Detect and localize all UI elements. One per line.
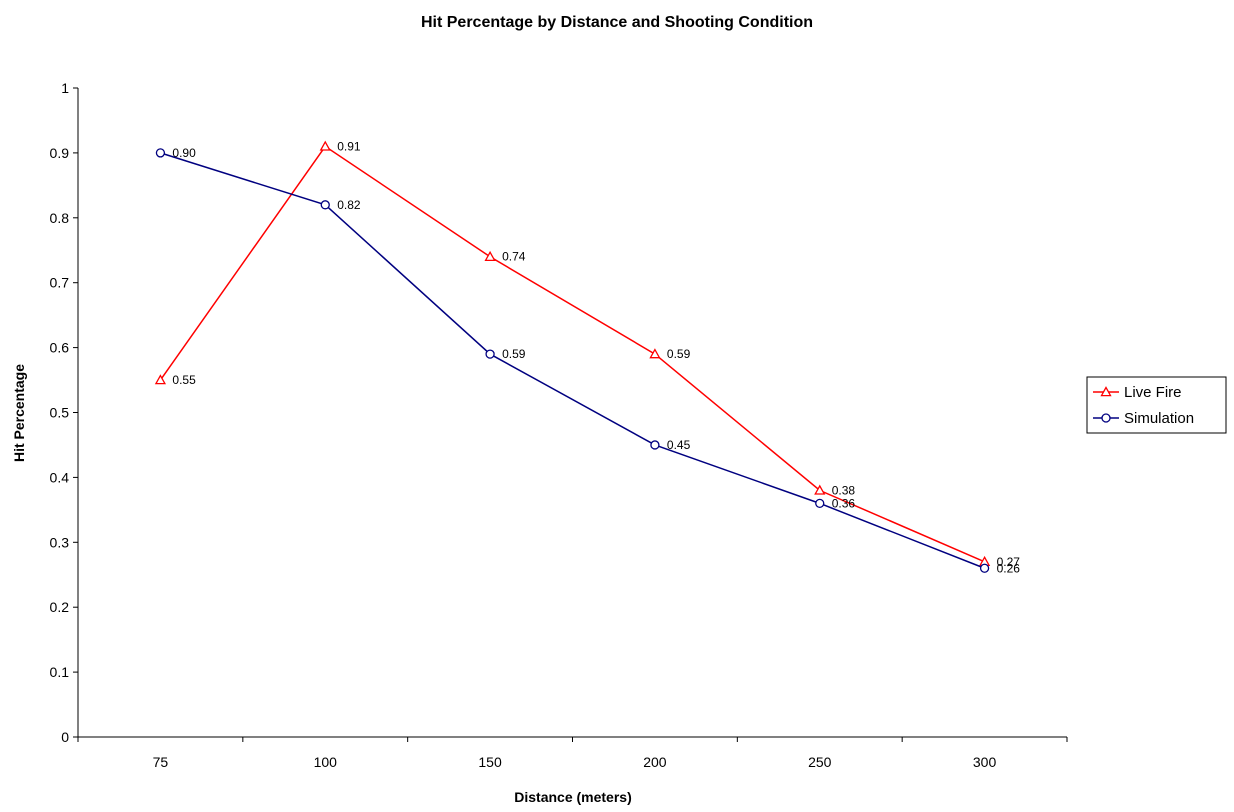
y-tick-label: 0.2 bbox=[50, 599, 70, 615]
x-axis-title: Distance (meters) bbox=[514, 789, 632, 805]
data-point-live-fire bbox=[649, 348, 661, 359]
legend-label-simulation: Simulation bbox=[1124, 410, 1194, 427]
data-point-simulation bbox=[650, 440, 660, 450]
data-label-simulation: 0.82 bbox=[337, 198, 361, 212]
legend-marker-simulation bbox=[1101, 413, 1111, 423]
data-label-live-fire: 0.74 bbox=[502, 250, 526, 264]
data-point-simulation bbox=[485, 349, 495, 359]
data-label-live-fire: 0.55 bbox=[172, 373, 196, 387]
legend-item-live-fire: Live Fire bbox=[1093, 384, 1182, 401]
y-tick-label: 0.5 bbox=[50, 405, 70, 421]
y-tick-label: 0.9 bbox=[50, 145, 70, 161]
y-tick-label: 1 bbox=[61, 80, 69, 96]
data-point-live-fire bbox=[319, 140, 331, 151]
data-label-live-fire: 0.27 bbox=[997, 555, 1021, 569]
x-tick-label: 150 bbox=[478, 754, 502, 770]
data-label-simulation: 0.90 bbox=[172, 146, 196, 160]
data-point-simulation bbox=[155, 148, 166, 158]
data-point-simulation bbox=[320, 200, 330, 210]
series-live-fire: 0.55 0.91 0.74 0.59 0.38 0.27 bbox=[154, 139, 1021, 569]
series-line-live-fire bbox=[159, 145, 985, 563]
data-point-live-fire bbox=[814, 484, 826, 495]
legend-item-simulation: Simulation bbox=[1093, 410, 1194, 427]
series-simulation: 0.90 0.82 0.59 0.45 0.36 0.26 bbox=[155, 146, 1021, 575]
y-tick-label: 0 bbox=[61, 729, 69, 745]
x-tick-label: 200 bbox=[643, 754, 667, 770]
x-tick-label: 75 bbox=[153, 754, 169, 770]
data-label-simulation: 0.45 bbox=[667, 438, 691, 452]
legend: Live Fire Simulation bbox=[1086, 376, 1227, 434]
data-point-live-fire bbox=[154, 374, 167, 385]
y-axis-title: Hit Percentage bbox=[11, 364, 27, 462]
data-label-live-fire: 0.59 bbox=[667, 347, 691, 361]
data-point-simulation bbox=[815, 498, 825, 509]
legend-box bbox=[1086, 376, 1227, 434]
y-tick-label: 0.6 bbox=[50, 340, 70, 356]
x-tick-label: 100 bbox=[314, 754, 338, 770]
data-point-simulation bbox=[979, 563, 990, 573]
data-label-simulation: 0.59 bbox=[502, 347, 526, 361]
data-label-live-fire: 0.91 bbox=[337, 139, 361, 153]
legend-marker-live-fire bbox=[1100, 386, 1112, 397]
y-tick-label: 0.3 bbox=[50, 534, 70, 550]
x-tick-label: 300 bbox=[973, 754, 997, 770]
x-tick-label: 250 bbox=[808, 754, 832, 770]
legend-label-live-fire: Live Fire bbox=[1124, 384, 1182, 401]
series-line-simulation bbox=[160, 152, 985, 569]
data-label-simulation: 0.26 bbox=[997, 561, 1021, 575]
data-label-simulation: 0.36 bbox=[832, 496, 856, 510]
data-label-live-fire: 0.38 bbox=[832, 483, 856, 497]
y-tick-label: 0.1 bbox=[50, 664, 70, 680]
y-tick-label: 0.7 bbox=[50, 275, 70, 291]
chart-title: Hit Percentage by Distance and Shooting … bbox=[421, 14, 813, 31]
y-tick-label: 0.8 bbox=[50, 210, 70, 226]
data-point-live-fire bbox=[484, 250, 496, 261]
y-tick-label: 0.4 bbox=[50, 469, 70, 485]
